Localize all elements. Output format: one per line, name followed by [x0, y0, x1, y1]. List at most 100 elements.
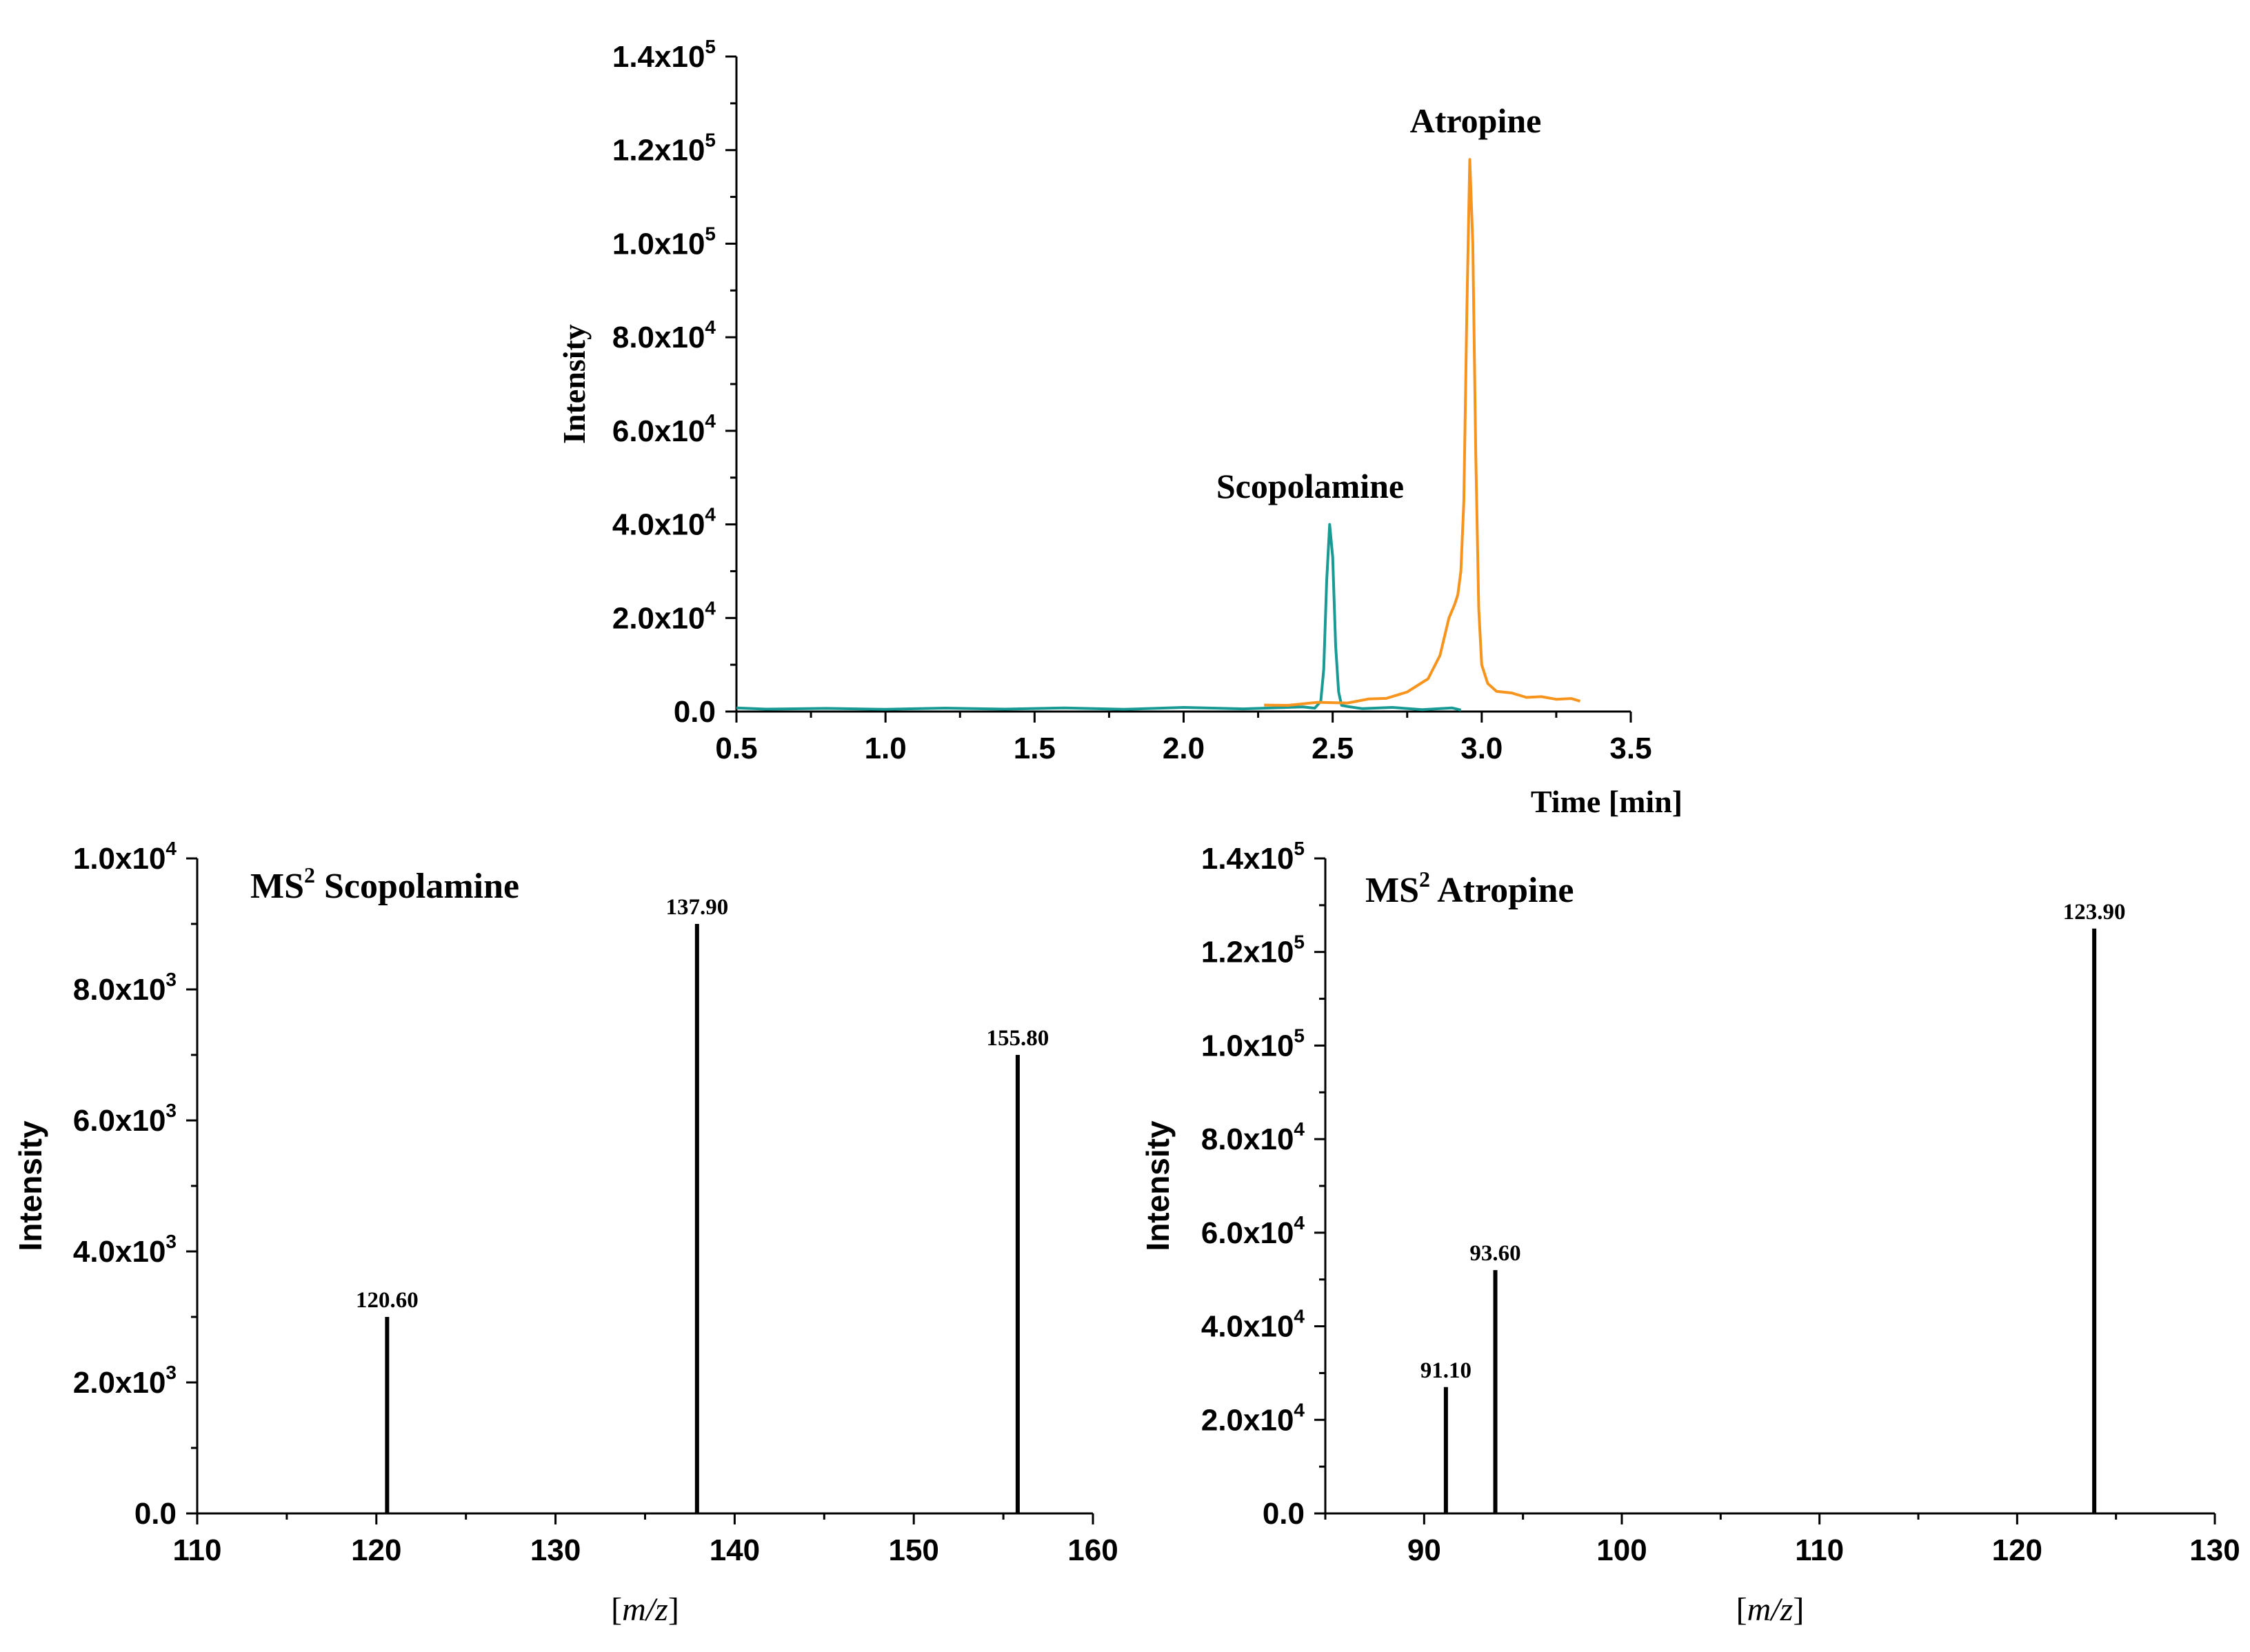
y-tick-mantissa: 1.4x10 — [1201, 842, 1294, 876]
y-tick-label: 2.0x104 — [1201, 1399, 1305, 1437]
y-tick-exponent: 5 — [705, 223, 716, 244]
x-tick-label: 130 — [530, 1533, 581, 1567]
y-tick-exponent: 3 — [165, 1362, 177, 1383]
panel-title: MS2 Atropine — [1365, 867, 1574, 910]
y-tick-label: 8.0x103 — [73, 969, 177, 1007]
x-axis-title-open: [ — [611, 1591, 622, 1628]
series-line-scopolamine — [736, 523, 1462, 712]
x-axis-title-mz: m/z — [622, 1591, 668, 1628]
x-axis-title: Time [min] — [1531, 784, 1683, 819]
y-tick-label: 4.0x104 — [612, 504, 716, 542]
y-tick-exponent: 4 — [165, 838, 177, 859]
y-tick-label: 1.0x104 — [73, 838, 177, 876]
y-tick-exponent: 5 — [1294, 931, 1305, 953]
peak-data-label: 137.90 — [665, 895, 728, 920]
y-axis-title: Intensity — [1140, 1120, 1176, 1251]
y-tick-mantissa: 2.0x10 — [1201, 1403, 1294, 1437]
x-axis-title-close: ] — [1793, 1591, 1804, 1628]
y-tick-mantissa: 8.0x10 — [1201, 1122, 1294, 1156]
ms2-scopolamine-panel: 0.02.0x1034.0x1036.0x1038.0x1031.0x10411… — [12, 838, 1118, 1628]
panel-title-rest: Atropine — [1430, 871, 1574, 910]
y-tick-mantissa: 6.0x10 — [1201, 1216, 1294, 1250]
y-tick-label: 4.0x104 — [1201, 1306, 1305, 1344]
x-tick-label: 120 — [1992, 1533, 2042, 1567]
y-tick-exponent: 5 — [705, 130, 716, 151]
y-tick-label: 2.0x103 — [73, 1362, 177, 1400]
peak-label-scopolamine: Scopolamine — [1216, 467, 1404, 505]
y-axis-title: Intensity — [12, 1120, 48, 1251]
y-tick-exponent: 4 — [705, 597, 716, 618]
x-tick-label: 110 — [1795, 1533, 1844, 1567]
panel-title-superscript: 2 — [1419, 867, 1430, 892]
y-tick-mantissa: 0.0 — [134, 1497, 177, 1531]
y-tick-exponent: 5 — [705, 36, 716, 57]
y-tick-exponent: 5 — [1294, 1025, 1305, 1046]
y-tick-exponent: 3 — [165, 1231, 177, 1252]
x-tick-label: 160 — [1067, 1533, 1118, 1567]
y-tick-label: 1.2x105 — [612, 130, 716, 168]
x-axis-title-open: [ — [1736, 1591, 1747, 1628]
x-axis-title-mz: m/z — [1747, 1591, 1794, 1628]
y-axis-title: Intensity — [556, 324, 592, 444]
y-tick-exponent: 4 — [705, 316, 716, 338]
panel-title-main: MS — [250, 867, 304, 906]
peak-label-atropine: Atropine — [1410, 101, 1542, 140]
y-tick-exponent: 4 — [705, 504, 716, 525]
y-tick-mantissa: 8.0x10 — [612, 321, 705, 354]
y-tick-label: 4.0x103 — [73, 1231, 177, 1269]
peak-data-label: 123.90 — [2063, 900, 2126, 925]
panel-title-main: MS — [1365, 871, 1419, 910]
y-tick-mantissa: 2.0x10 — [73, 1366, 166, 1400]
x-tick-label: 1.5 — [1014, 732, 1056, 765]
panel-title: MS2 Scopolamine — [250, 863, 519, 906]
x-tick-label: 0.5 — [715, 732, 757, 765]
x-tick-label: 100 — [1596, 1533, 1647, 1567]
x-tick-label: 120 — [351, 1533, 401, 1567]
y-tick-mantissa: 1.2x10 — [1201, 936, 1294, 969]
y-tick-label: 0.0 — [134, 1497, 177, 1531]
chromatogram-panel: 0.02.0x1044.0x1046.0x1048.0x1041.0x1051.… — [556, 36, 1683, 819]
y-tick-mantissa: 0.0 — [674, 695, 716, 729]
x-axis-title: [m/z] — [1736, 1591, 1805, 1628]
y-tick-label: 2.0x104 — [612, 597, 716, 635]
x-tick-label: 2.0 — [1163, 732, 1205, 765]
y-tick-exponent: 4 — [1294, 1399, 1305, 1420]
y-tick-mantissa: 6.0x10 — [612, 414, 705, 448]
y-tick-label: 0.0 — [1263, 1497, 1305, 1531]
y-tick-mantissa: 1.4x10 — [612, 40, 705, 74]
y-tick-mantissa: 8.0x10 — [73, 973, 166, 1007]
y-tick-mantissa: 4.0x10 — [612, 508, 705, 542]
y-tick-exponent: 4 — [1294, 1118, 1305, 1140]
y-tick-label: 1.0x105 — [612, 223, 716, 261]
y-tick-label: 8.0x104 — [612, 316, 716, 354]
y-tick-mantissa: 1.0x10 — [612, 227, 705, 261]
y-tick-exponent: 5 — [1294, 838, 1305, 859]
peak-data-label: 93.60 — [1469, 1241, 1520, 1266]
x-tick-label: 90 — [1407, 1533, 1441, 1567]
y-tick-mantissa: 1.0x10 — [1201, 1029, 1294, 1062]
y-tick-label: 6.0x104 — [1201, 1212, 1305, 1250]
y-tick-exponent: 4 — [705, 410, 716, 432]
x-tick-label: 2.5 — [1312, 732, 1354, 765]
y-tick-label: 6.0x103 — [73, 1100, 177, 1138]
y-tick-mantissa: 0.0 — [1263, 1497, 1305, 1531]
y-tick-exponent: 3 — [165, 1100, 177, 1121]
x-tick-label: 3.5 — [1609, 732, 1651, 765]
panel-title-superscript: 2 — [304, 863, 315, 887]
y-tick-mantissa: 6.0x10 — [73, 1104, 166, 1138]
y-tick-mantissa: 4.0x10 — [73, 1235, 166, 1269]
panel-title-rest: Scopolamine — [315, 867, 519, 906]
series-line-atropine — [1264, 158, 1581, 707]
y-tick-label: 1.4x105 — [612, 36, 716, 74]
y-tick-mantissa: 4.0x10 — [1201, 1310, 1294, 1344]
peak-data-label: 155.80 — [987, 1026, 1049, 1051]
y-tick-label: 1.0x105 — [1201, 1025, 1305, 1062]
x-tick-label: 140 — [710, 1533, 760, 1567]
x-tick-label: 110 — [173, 1533, 222, 1567]
y-tick-mantissa: 1.0x10 — [73, 842, 166, 876]
peak-data-label: 120.60 — [356, 1288, 419, 1313]
x-tick-label: 130 — [2189, 1533, 2240, 1567]
y-tick-label: 8.0x104 — [1201, 1118, 1305, 1156]
x-axis-title: [m/z] — [611, 1591, 679, 1628]
